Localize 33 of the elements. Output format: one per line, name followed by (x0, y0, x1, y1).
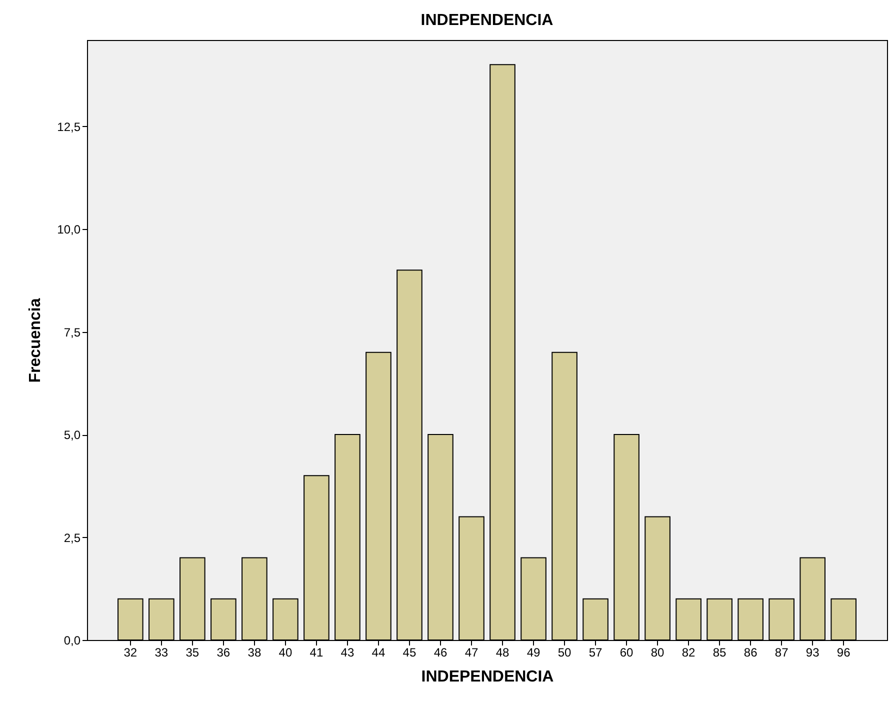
y-tick-label: 10,0 (57, 222, 81, 237)
x-tick-label: 86 (744, 646, 758, 660)
x-tick-label: 36 (216, 646, 230, 660)
x-tick-label: 57 (588, 646, 603, 660)
x-tick-label: 44 (372, 646, 386, 660)
x-tick-label: 47 (464, 646, 478, 660)
x-tick-label: 46 (434, 646, 448, 660)
x-tick-label: 41 (310, 646, 324, 660)
y-tick-label: 12,5 (57, 120, 81, 134)
chart-title: INDEPENDENCIA (420, 12, 554, 29)
x-axis-title: INDEPENDENCIA (421, 668, 554, 686)
x-tick-label: 93 (806, 646, 820, 660)
x-tick-label: 35 (186, 646, 200, 660)
x-tick-label: 60 (620, 646, 634, 660)
x-tick-label: 38 (248, 646, 262, 660)
x-tick-label: 87 (774, 646, 789, 660)
x-tick-label: 32 (124, 646, 138, 660)
x-tick-label: 45 (402, 646, 416, 660)
y-tick-label: 5,0 (64, 428, 81, 442)
x-tick-label: 49 (526, 646, 541, 660)
x-tick-label: 48 (496, 646, 510, 660)
x-tick-label: 43 (340, 646, 354, 660)
y-tick-label: 7,5 (64, 325, 81, 340)
x-tick-label: 50 (558, 646, 572, 660)
y-tick-label: 2,5 (64, 530, 81, 545)
x-tick-label: 80 (650, 646, 665, 660)
y-tick-label: 0,0 (64, 634, 81, 648)
x-tick-label: 82 (682, 646, 696, 660)
x-tick-label: 85 (712, 646, 727, 660)
x-tick-label: 33 (154, 646, 168, 660)
y-axis-title: Frecuencia (27, 298, 44, 383)
x-tick-label: 96 (836, 646, 851, 660)
x-tick-label: 40 (278, 646, 292, 660)
